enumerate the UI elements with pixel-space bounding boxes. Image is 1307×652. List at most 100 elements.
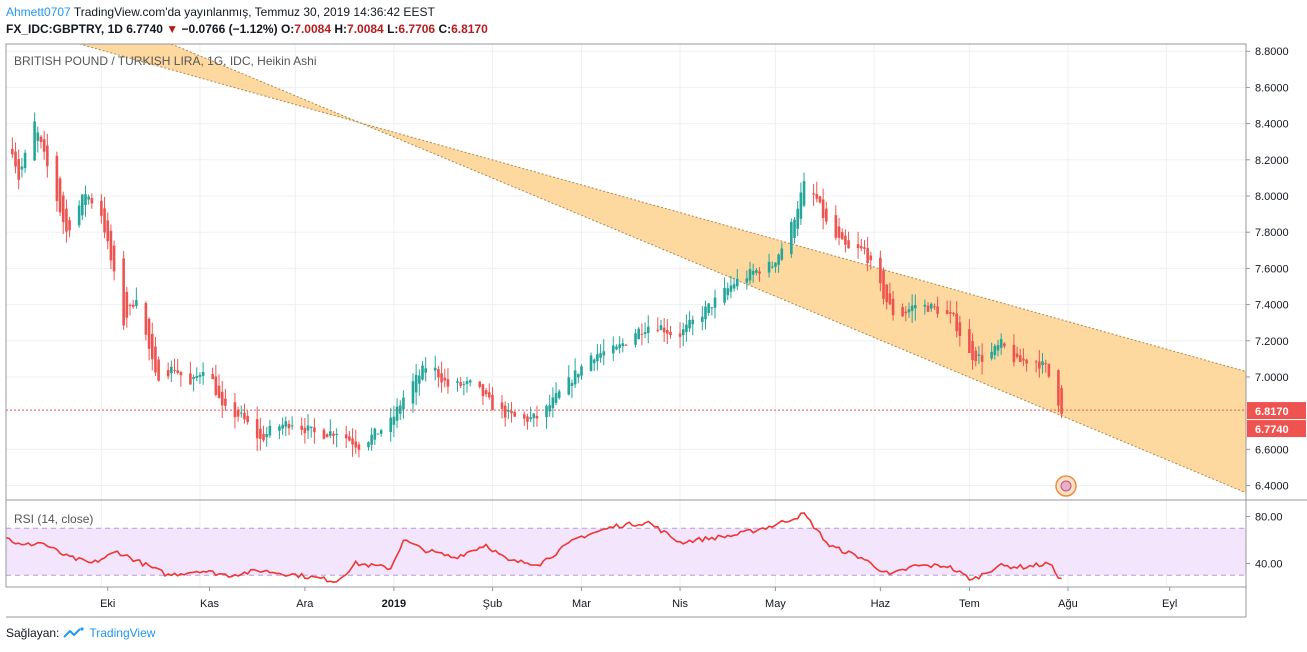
candle — [176, 359, 179, 375]
candle — [529, 406, 532, 423]
candle-body — [259, 428, 262, 439]
candle — [65, 199, 68, 243]
candle-body — [1018, 355, 1022, 362]
candle-body — [1022, 358, 1025, 361]
candle-body — [580, 366, 583, 376]
candle-body — [729, 285, 733, 292]
candle — [335, 428, 338, 448]
price-chart[interactable]: BRITISH POUND / TURKISH LIRA, 1G, IDC, H… — [0, 0, 1307, 620]
candle — [526, 413, 529, 430]
candle — [637, 327, 641, 340]
candle-body — [825, 208, 828, 222]
candle — [980, 343, 984, 375]
candle-body — [856, 244, 860, 249]
candle-body — [551, 397, 555, 409]
candle — [23, 149, 27, 173]
candle — [491, 386, 494, 411]
candle-body — [767, 261, 771, 273]
candle-body — [55, 155, 59, 202]
candle — [755, 267, 758, 276]
candle-body — [701, 316, 704, 322]
candle — [996, 339, 1000, 357]
candle — [577, 373, 580, 384]
candle — [195, 367, 199, 382]
candle — [551, 387, 555, 418]
candle — [376, 433, 380, 435]
candle-body — [201, 372, 205, 376]
candle — [732, 277, 736, 292]
candle-body — [284, 421, 288, 427]
candle-body — [624, 344, 628, 346]
candle-body — [678, 333, 682, 337]
candle — [170, 360, 173, 382]
candle — [144, 301, 148, 341]
candle-body — [81, 194, 84, 216]
publish-text: TradingView.com'da yayınlanmış, Temmuz 3… — [73, 5, 435, 19]
candle — [265, 426, 269, 447]
price-tag: 6.7740 — [1247, 420, 1306, 438]
candle — [999, 333, 1003, 355]
candle — [246, 410, 249, 425]
event-icon[interactable] — [1055, 475, 1077, 497]
candle — [179, 371, 183, 387]
candle-body — [446, 379, 450, 387]
candle — [39, 135, 43, 149]
candle — [122, 251, 125, 330]
candle-body — [157, 359, 160, 381]
candle-body — [1041, 361, 1044, 366]
x-tick-label: Ara — [296, 598, 314, 610]
candle-body — [1012, 344, 1016, 363]
candle-body — [844, 235, 847, 245]
x-tick-label: 2019 — [382, 598, 406, 610]
candle-body — [14, 151, 17, 167]
candle-body — [217, 385, 221, 399]
candle-body — [837, 226, 841, 238]
candle — [440, 361, 443, 393]
candle-body — [154, 346, 157, 373]
candle — [322, 428, 326, 440]
candle-body — [707, 303, 710, 313]
candle-body — [611, 345, 615, 354]
candle — [802, 172, 806, 208]
candle-body — [173, 370, 176, 372]
candle — [701, 305, 704, 331]
y-tick-label: 8.4000 — [1255, 119, 1289, 131]
candle — [392, 405, 396, 438]
candle — [863, 240, 866, 255]
candle-body — [214, 376, 218, 395]
candle-body — [135, 300, 138, 306]
candle — [11, 137, 14, 159]
candle-body — [322, 429, 326, 439]
candle-body — [885, 284, 889, 303]
candle-body — [109, 230, 113, 261]
candle — [790, 218, 793, 258]
close-value: 6.8170 — [451, 22, 488, 36]
candle-body — [990, 351, 993, 359]
candle-body — [656, 329, 660, 331]
candle — [373, 427, 377, 445]
candle — [255, 406, 259, 452]
candle — [109, 224, 113, 270]
tradingview-link[interactable]: TradingView — [89, 626, 156, 640]
candle-body — [888, 293, 892, 305]
candle — [669, 326, 672, 339]
high-label: H: — [334, 22, 348, 36]
candle — [154, 336, 157, 377]
author-link[interactable]: Ahmett0707 — [6, 5, 71, 19]
candle — [767, 253, 771, 278]
candle-body — [949, 312, 952, 314]
candle-body — [433, 367, 437, 371]
candle — [1015, 346, 1019, 359]
candle-body — [529, 417, 532, 420]
candle — [599, 344, 602, 363]
x-tick-label: Haz — [871, 598, 891, 610]
symbol-info: FX_IDC:GBPTRY, 1D 6.7740 ▼ −0.0766 (−1.1… — [6, 22, 488, 36]
candle — [281, 417, 284, 435]
candle-body — [179, 371, 183, 376]
candle-body — [977, 354, 981, 356]
candle — [211, 367, 214, 380]
candle — [1022, 348, 1025, 367]
candle — [370, 427, 373, 451]
candle-body — [239, 412, 243, 414]
candle-body — [373, 428, 377, 440]
